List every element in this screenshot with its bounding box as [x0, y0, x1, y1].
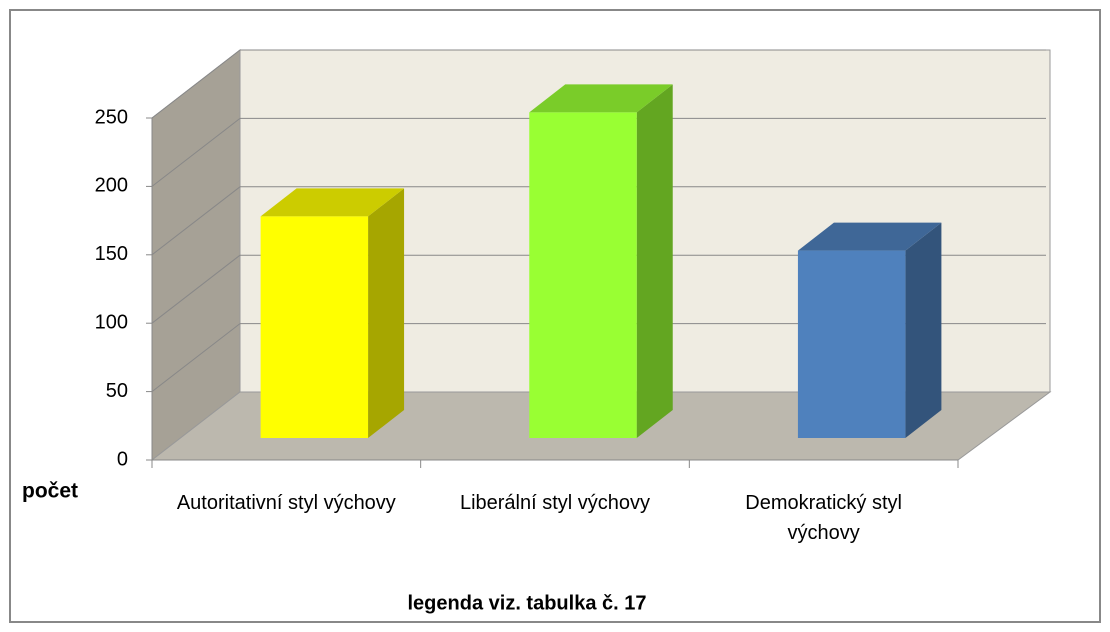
y-tick-label: 0 [117, 448, 128, 470]
bar-side [905, 222, 942, 438]
bar [529, 112, 637, 438]
grid-line [151, 49, 241, 119]
grid-line [151, 254, 241, 324]
y-axis-label: počet [22, 480, 78, 503]
y-tick-label: 200 [95, 175, 128, 197]
bar [260, 216, 369, 438]
bar-top [260, 188, 405, 217]
y-tick-label: 250 [95, 106, 128, 128]
y-tick-label: 150 [95, 243, 128, 265]
x-tick-label: Demokratický styl výchovy [745, 492, 902, 544]
grid-line [151, 118, 241, 187]
side-wall [151, 48, 241, 462]
bar-top [529, 84, 673, 113]
grid-line [151, 186, 241, 256]
bar [797, 250, 906, 438]
footer: legenda viz. tabulka č. 17 [408, 592, 647, 614]
y-tick-label: 50 [106, 380, 128, 402]
bar-side [636, 84, 673, 438]
grid-line [151, 323, 241, 392]
x-tick-label: Liberální styl výchovy [459, 492, 651, 514]
bar-top [797, 222, 942, 251]
bar-side [368, 188, 405, 438]
y-tick-label: 100 [95, 311, 128, 333]
x-tick-label: Autoritativní styl výchovy [176, 492, 396, 514]
